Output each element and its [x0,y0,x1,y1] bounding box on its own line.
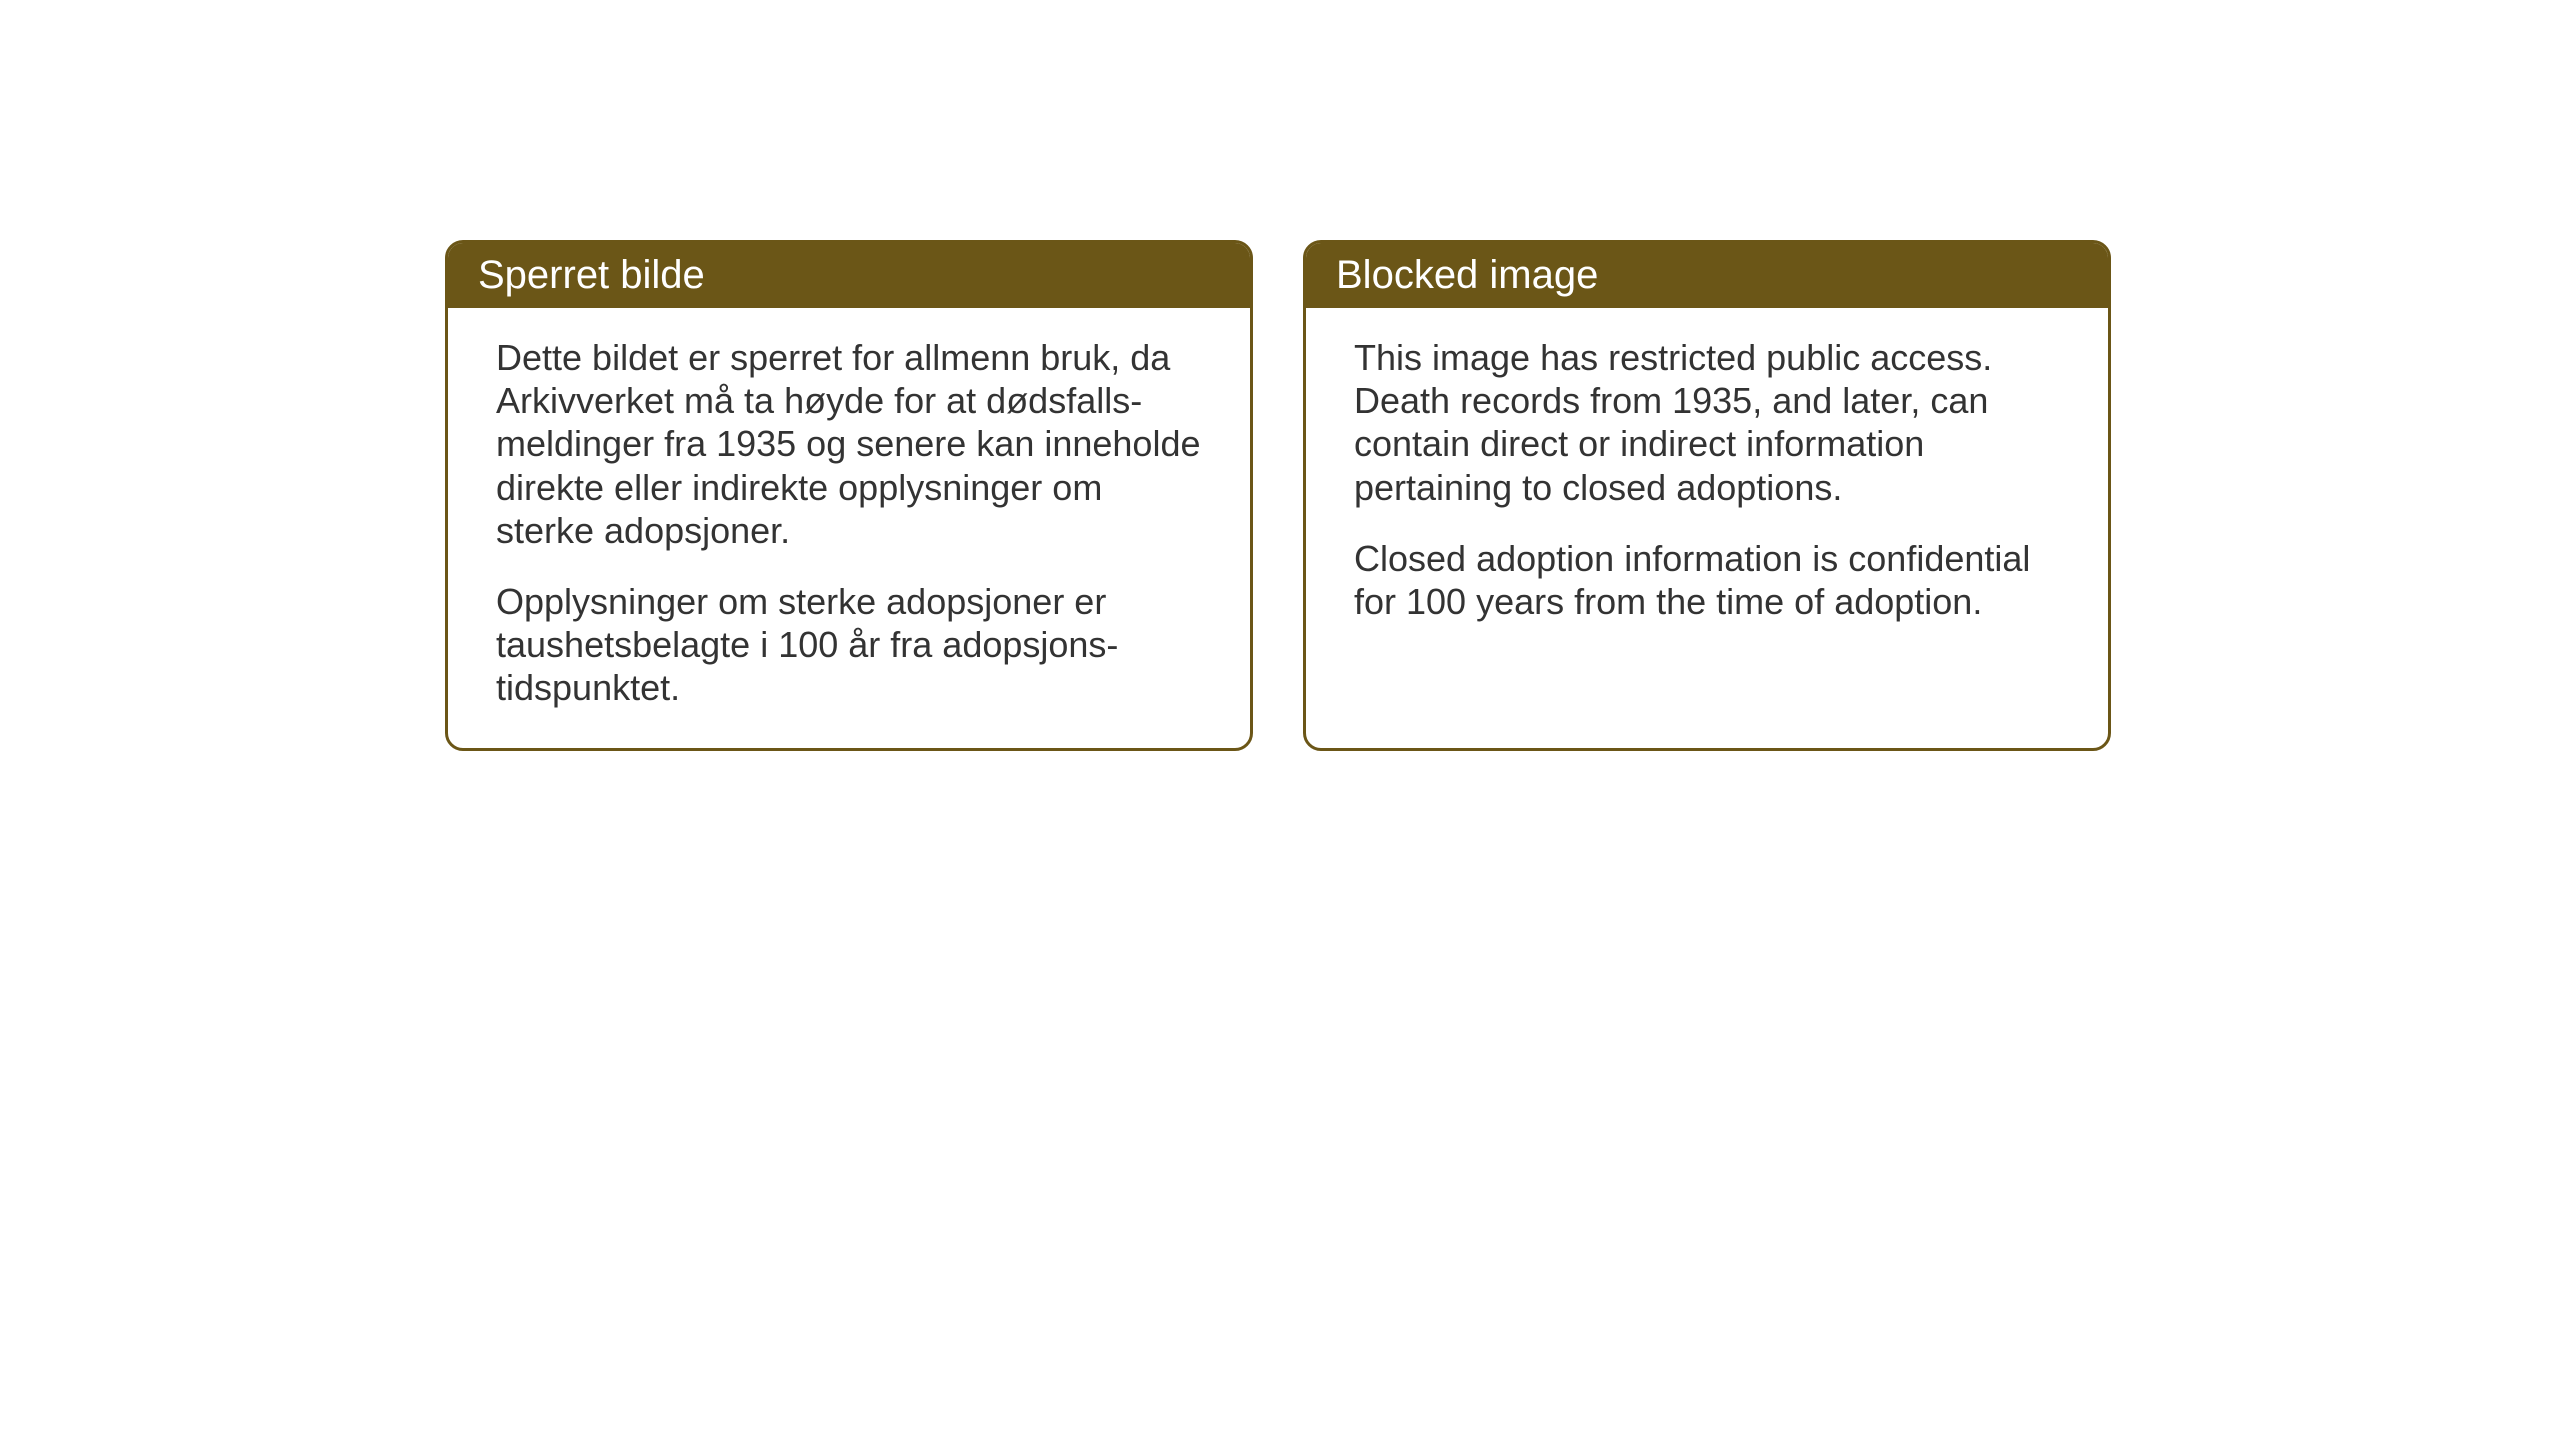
card-paragraph-1-english: This image has restricted public access.… [1354,336,2060,509]
card-title-norwegian: Sperret bilde [478,253,705,297]
card-title-english: Blocked image [1336,253,1598,297]
card-body-english: This image has restricted public access.… [1306,308,2108,661]
notice-container: Sperret bilde Dette bildet er sperret fo… [445,240,2111,751]
card-header-english: Blocked image [1306,243,2108,308]
card-header-norwegian: Sperret bilde [448,243,1250,308]
card-paragraph-2-norwegian: Opplysninger om sterke adopsjoner er tau… [496,580,1202,710]
notice-card-norwegian: Sperret bilde Dette bildet er sperret fo… [445,240,1253,751]
notice-card-english: Blocked image This image has restricted … [1303,240,2111,751]
card-paragraph-2-english: Closed adoption information is confident… [1354,537,2060,623]
card-body-norwegian: Dette bildet er sperret for allmenn bruk… [448,308,1250,748]
card-paragraph-1-norwegian: Dette bildet er sperret for allmenn bruk… [496,336,1202,552]
